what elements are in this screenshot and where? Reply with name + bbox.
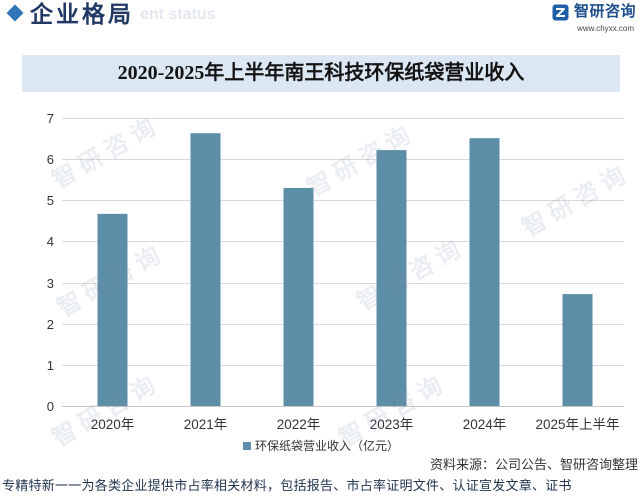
legend-swatch [242, 442, 251, 450]
chart-title-bar: 2020-2025年上半年南王科技环保纸袋营业收入 [22, 55, 620, 92]
footer-note: 专精特新一一为各类企业提供市占率相关材料，包括报告、市占率证明文件、认证宣发文章… [2, 478, 572, 493]
bar-2023 [376, 150, 407, 406]
chart-title: 2020-2025年上半年南王科技环保纸袋营业收入 [117, 62, 525, 84]
chyxx-logo-icon [552, 4, 569, 21]
page-header: ent status 企业格局 智研咨询 www.chyxx.com [0, 0, 642, 42]
bar-2025-h1 [562, 294, 593, 406]
chart-area: 0 1 2 3 4 5 6 7 2020年 2021年 2022年 2023年 2024年 2025年上半… [0, 100, 642, 440]
y-tick-label-6: 6 [47, 152, 54, 167]
bar-chart: 0 1 2 3 4 5 6 7 2020年 2021年 2022年 2023年 2024年 2025年上半… [47, 111, 624, 432]
bar-2022 [283, 187, 314, 406]
bar-2021 [190, 133, 221, 407]
section-title: 企业格局 [30, 1, 134, 27]
brand-logo: 智研咨询 www.chyxx.com [552, 2, 638, 38]
y-tick-label-4: 4 [47, 234, 54, 249]
legend-label: 环保纸袋营业收入（亿元） [254, 439, 399, 453]
x-tick-label-2025-h1: 2025年上半年 [535, 417, 619, 432]
x-tick-label-2020: 2020年 [91, 417, 135, 432]
logo-url: www.chyxx.com [577, 24, 634, 33]
y-tick-label-0: 0 [47, 399, 54, 414]
x-tick-label-2022: 2022年 [277, 417, 321, 432]
data-source: 资料来源：公司公告、智研咨询整理 [429, 457, 638, 472]
x-tick-label-2024: 2024年 [463, 417, 507, 432]
chart-legend: 环保纸袋营业收入（亿元） [0, 437, 642, 455]
y-tick-label-7: 7 [47, 111, 54, 126]
diamond-icon [6, 4, 24, 22]
logo-icon-mark [556, 8, 565, 17]
y-tick-label-5: 5 [47, 193, 54, 208]
y-tick-label-1: 1 [47, 358, 54, 373]
y-tick-label-3: 3 [47, 276, 54, 291]
header-subtitle-en: ent status [140, 6, 216, 23]
logo-name: 智研咨询 [573, 3, 636, 20]
bar-2024 [469, 138, 500, 406]
bar-2020 [97, 213, 128, 406]
x-tick-label-2021: 2021年 [184, 417, 228, 432]
y-tick-label-2: 2 [47, 317, 54, 332]
x-tick-label-2023: 2023年 [370, 417, 414, 432]
